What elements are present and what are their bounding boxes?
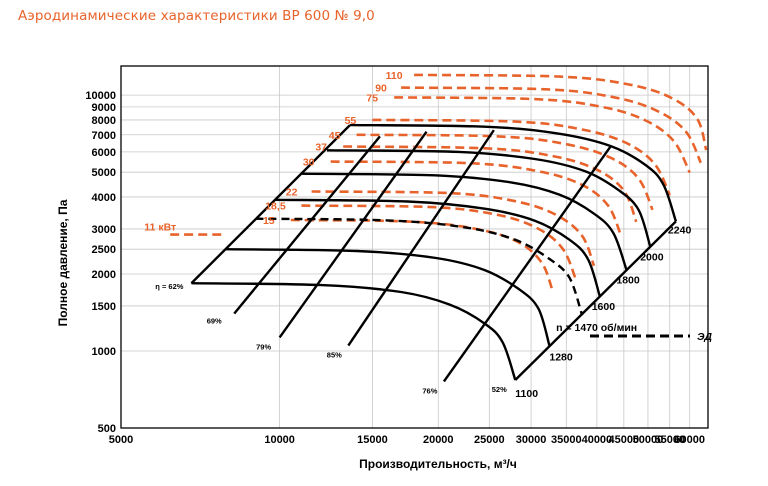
efficiency-line	[442, 145, 612, 383]
x-tick-label: 60000	[674, 434, 705, 446]
power-label: 30	[303, 157, 315, 169]
power-curve	[330, 160, 623, 238]
efficiency-line	[190, 124, 351, 285]
y-tick-label: 2000	[92, 269, 116, 281]
x-tick-label: 35000	[551, 434, 582, 446]
power-label: 75	[366, 92, 378, 104]
x-tick-label: 45000	[609, 434, 640, 446]
power-label: 15	[263, 215, 275, 227]
speed-curve	[225, 248, 551, 346]
y-tick-label: 3000	[92, 224, 116, 236]
x-tick-label: 10000	[264, 434, 295, 446]
efficiency-lines	[190, 124, 677, 383]
speed-label: 1600	[592, 301, 616, 313]
x-tick-label: 20000	[423, 434, 454, 446]
x-tick-labels: 5000 10000 15000 20000 25000 30000 35000 400004…	[109, 434, 705, 446]
y-tick-label: 1000	[92, 346, 116, 358]
y-tick-label: 5000	[92, 167, 116, 179]
speed-curves	[191, 123, 678, 381]
speed-label: 1800	[616, 275, 640, 287]
power-label: 37	[315, 141, 327, 153]
power-curve	[301, 204, 578, 281]
y-tick-label: 9000	[92, 102, 116, 114]
speed-label: 2000	[640, 252, 664, 264]
efficiency-line	[278, 130, 428, 339]
power-label: 90	[375, 83, 387, 95]
speed-curve	[349, 123, 678, 222]
power-label: 45	[329, 130, 341, 142]
power-label: 110	[386, 70, 403, 82]
efficiency-line	[347, 129, 495, 347]
x-tick-label: 40000	[582, 434, 613, 446]
page-title: Аэродинамические характеристики ВР 600 №…	[18, 8, 375, 24]
efficiency-label: 76%	[422, 386, 437, 395]
drive-label: ЭД	[697, 331, 712, 343]
speed-curve	[274, 198, 601, 297]
speed-label: 2240	[668, 224, 692, 236]
y-tick-label: 10000	[85, 90, 116, 102]
power-label: 22	[286, 187, 298, 199]
speed-curve	[301, 172, 628, 271]
y-tick-label: 4000	[92, 192, 116, 204]
speed-label: 1280	[549, 352, 573, 364]
efficiency-label: 52%	[492, 385, 507, 394]
efficiency-label: 79%	[256, 342, 271, 351]
efficiency-line	[514, 220, 677, 381]
plot-frame	[120, 65, 709, 429]
speed-curve	[326, 149, 652, 247]
x-tick-label: 50000	[633, 434, 664, 446]
y-tick-label: 8000	[92, 115, 116, 127]
y-tick-label: 6000	[92, 147, 116, 159]
efficiency-label: η = 62%	[155, 282, 183, 291]
speed-label: n = 1470 об/мин	[556, 322, 637, 334]
power-label: 18,5	[265, 201, 286, 213]
curve-labels: η = 62% 69% 79% 85% 76% 52% 1100 1280 n = 1470 о…	[144, 70, 691, 400]
power-curve	[394, 96, 691, 174]
y-axis-label: Полное давление, Па	[56, 199, 70, 326]
x-tick-label: 5000	[109, 434, 133, 446]
x-tick-label: 25000	[474, 434, 505, 446]
x-tick-label: 55000	[654, 434, 685, 446]
y-tick-label: 2500	[92, 244, 116, 256]
power-label: 11 кВт	[144, 222, 176, 234]
speed-label: 1100	[515, 388, 538, 400]
y-tick-label: 500	[98, 423, 116, 435]
efficiency-label: 69%	[207, 317, 222, 326]
x-tick-label: 30000	[516, 434, 547, 446]
y-tick-label: 7000	[92, 130, 116, 142]
power-label: 55	[345, 115, 357, 127]
efficiency-line	[233, 135, 381, 315]
efficiency-label: 85%	[327, 351, 342, 360]
y-tick-label: 1500	[92, 301, 116, 313]
y-tick-labels: 500 1000 1500 2000 2500 3000 4000 5000 6000 7000 8…	[85, 90, 116, 435]
x-tick-label: 15000	[357, 434, 388, 446]
power-curve	[311, 190, 596, 267]
power-curve	[414, 73, 708, 151]
x-axis-label: Производительность, м³/ч	[359, 457, 517, 471]
speed-curve	[191, 282, 517, 381]
power-curve	[401, 86, 702, 164]
